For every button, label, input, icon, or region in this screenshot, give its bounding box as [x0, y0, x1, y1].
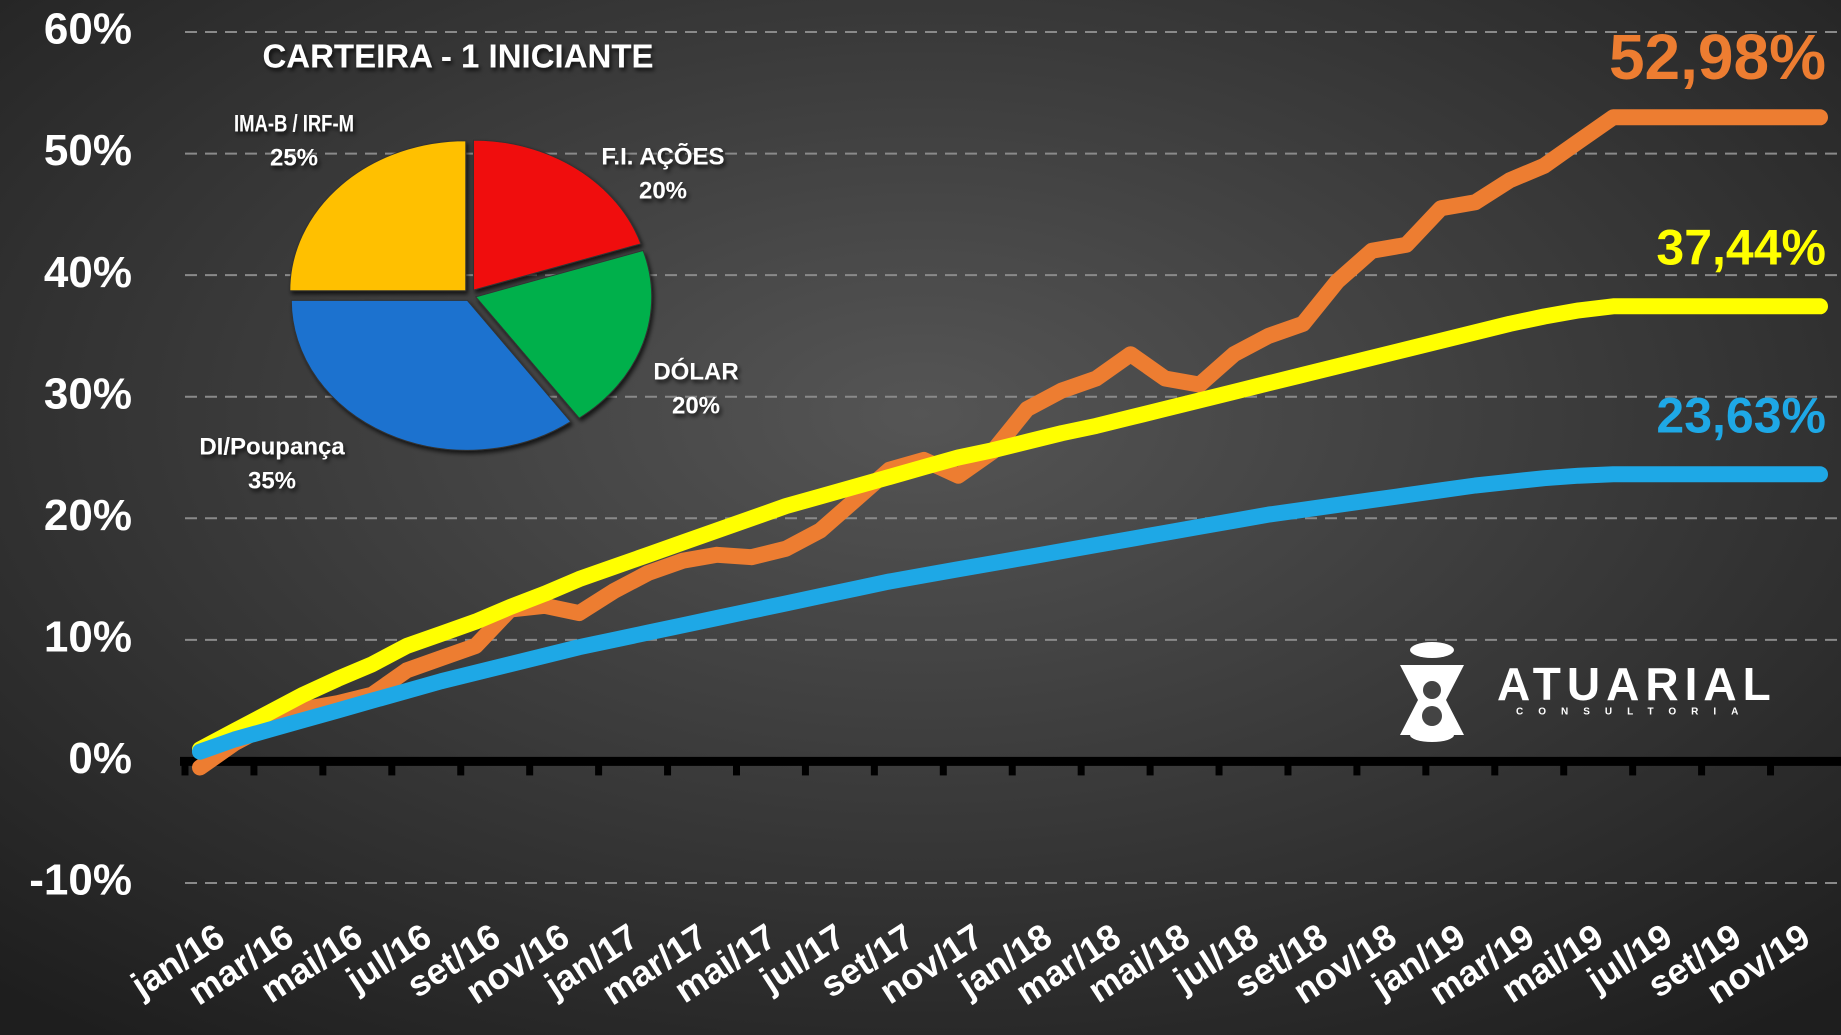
logo-shape [1410, 642, 1454, 658]
data-label: 37,44% [1656, 219, 1826, 275]
plot: 52,98% 37,44% 23,63% [192, 21, 1828, 776]
slice-label: F.I. AÇÕES [601, 142, 724, 170]
y-tick-label: 0% [68, 734, 132, 783]
pie-slice [289, 140, 467, 292]
pie-slice [474, 249, 653, 419]
y-tick-label: 50% [44, 126, 132, 175]
logo-name: ATUARIAL [1497, 658, 1777, 710]
slice-value-label: 25% [270, 144, 318, 171]
pie-slice [472, 139, 642, 291]
slice-value-label: 20% [639, 177, 687, 204]
pie-chart: CARTEIRA - 1 INICIANTE F.I. AÇÕES 20% DÓLAR… [199, 38, 738, 495]
y-tick-label: 20% [44, 491, 132, 540]
slice-label: DÓLAR [653, 357, 738, 385]
pie-slice [290, 299, 572, 451]
data-label: 23,63% [1656, 387, 1826, 443]
logo-shape [1422, 706, 1442, 726]
logo-shape [1400, 665, 1464, 735]
logo-shape [1423, 681, 1441, 699]
slice-label: DI/Poupança [199, 433, 345, 460]
line-series [192, 466, 1828, 760]
slice-value-label: 35% [248, 467, 296, 494]
y-tick-label: 60% [44, 5, 132, 54]
logo: ATUARIAL CONSULTORIA [1400, 642, 1777, 742]
data-label: 52,98% [1609, 21, 1826, 93]
logo-shape [1410, 728, 1454, 742]
slice-value-label: 20% [672, 392, 720, 419]
line-series [192, 109, 1828, 776]
y-tick-label: 40% [44, 248, 132, 297]
logo-tagline: CONSULTORIA [1516, 707, 1753, 718]
y-tick-label: -10% [29, 856, 132, 905]
slice-label: IMA-B / IRF-M [234, 110, 354, 137]
pie-title: CARTEIRA - 1 INICIANTE [262, 38, 653, 75]
logo-icon [1400, 642, 1464, 742]
line-series [192, 298, 1828, 758]
y-tick-label: 10% [44, 612, 132, 661]
y-tick-label: 30% [44, 369, 132, 418]
